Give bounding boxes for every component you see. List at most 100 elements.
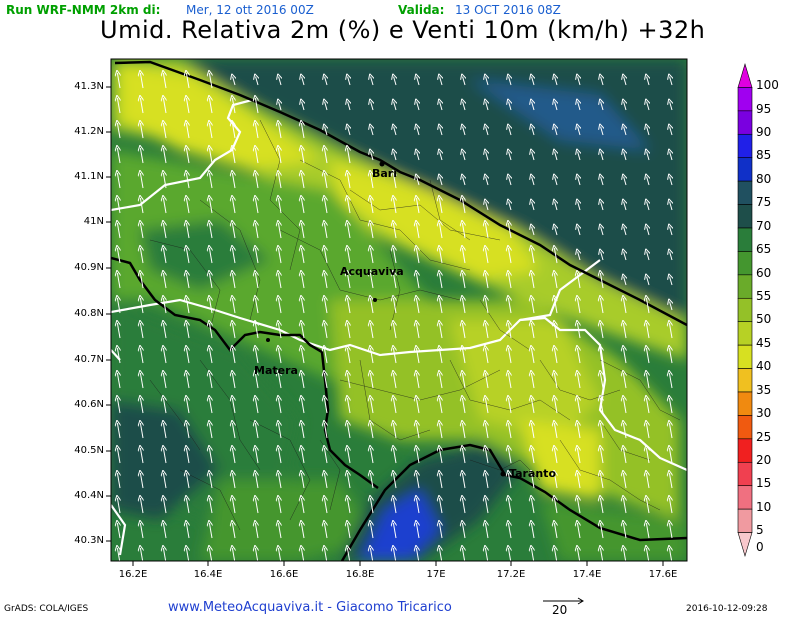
wind-arrow xyxy=(439,223,442,239)
city-label-matera: Matera xyxy=(254,364,298,377)
wind-arrow xyxy=(647,102,649,111)
lon-label: 16.2E xyxy=(118,569,148,580)
wind-arrow xyxy=(394,77,396,86)
wind-arrow xyxy=(485,448,488,464)
colorbar-level-label: 0 xyxy=(756,540,764,554)
wind-arrow xyxy=(623,323,626,339)
wind-arrow xyxy=(255,373,258,389)
wind-arrow xyxy=(508,423,511,439)
lat-label: 40.3N xyxy=(74,535,104,546)
wind-arrow xyxy=(140,398,143,414)
wind-arrow xyxy=(278,448,281,464)
wind-arrow xyxy=(255,148,258,164)
wind-arrow xyxy=(554,423,557,439)
wind-arrow xyxy=(600,298,603,314)
wind-arrow xyxy=(324,198,327,214)
wind-arrow xyxy=(531,348,534,364)
colorbar-swatch xyxy=(737,87,753,112)
wind-arrow xyxy=(370,423,373,439)
wind-arrow xyxy=(417,77,419,86)
wind-arrow xyxy=(600,423,603,439)
wind-arrow xyxy=(462,323,465,339)
wind-arrow xyxy=(416,298,419,314)
taranto-marker xyxy=(500,471,506,477)
wind-arrow xyxy=(554,248,557,264)
wind-arrow xyxy=(232,148,235,164)
wind-arrow xyxy=(554,523,557,539)
wind-arrow xyxy=(347,248,350,264)
wind-arrow xyxy=(278,123,281,139)
wind-arrow xyxy=(140,323,143,339)
wind-arrow xyxy=(324,473,327,489)
wind-arrow xyxy=(485,223,488,239)
wind-arrow xyxy=(601,177,603,186)
colorbar-swatch xyxy=(737,251,753,276)
wind-arrow xyxy=(416,398,419,414)
wind-arrow xyxy=(140,448,143,464)
site-credit-link[interactable]: www.MeteoAcquaviva.it - Giacomo Tricaric… xyxy=(168,600,452,615)
wind-arrow xyxy=(508,223,511,239)
wind-arrow xyxy=(278,523,281,539)
map-title: Umid. Relativa 2m (%) e Venti 10m (km/h)… xyxy=(100,16,706,44)
wind-arrow xyxy=(554,298,557,314)
wind-arrow xyxy=(256,77,258,86)
wind-arrow xyxy=(393,473,396,489)
wind-arrow xyxy=(232,273,235,289)
wind-arrow xyxy=(163,348,166,364)
valid-date: 13 OCT 2016 08Z xyxy=(455,3,561,17)
wind-arrow xyxy=(301,398,304,414)
wind-arrow xyxy=(463,77,465,86)
wind-arrow xyxy=(117,448,120,464)
wind-arrow xyxy=(555,102,557,111)
wind-arrow xyxy=(186,398,189,414)
wind-arrow xyxy=(163,198,166,214)
wind-arrow xyxy=(554,498,557,514)
wind-arrow xyxy=(393,498,396,514)
wind-arrow xyxy=(624,152,626,161)
wind-arrow xyxy=(163,398,166,414)
wind-arrow xyxy=(624,277,626,286)
wind-arrow xyxy=(578,177,580,186)
wind-arrow xyxy=(416,448,419,464)
wind-arrow xyxy=(140,73,143,89)
wind-arrow xyxy=(117,173,120,189)
wind-arrow xyxy=(623,498,626,514)
wind-arrow xyxy=(554,273,557,289)
wind-arrow xyxy=(462,423,465,439)
wind-arrow xyxy=(462,398,465,414)
wind-arrow xyxy=(186,298,189,314)
wind-arrow xyxy=(117,473,120,489)
wind-arrow xyxy=(554,473,557,489)
wind-arrow xyxy=(186,348,189,364)
city-markers xyxy=(266,161,506,477)
wind-arrow xyxy=(347,423,350,439)
wind-arrow xyxy=(186,373,189,389)
wind-arrow xyxy=(117,523,120,539)
wind-arrow xyxy=(140,98,143,114)
wind-arrow xyxy=(209,498,212,514)
wind-arrow xyxy=(301,148,304,164)
colorbar-swatch xyxy=(737,508,753,533)
wind-arrow xyxy=(209,298,212,314)
wind-arrow xyxy=(670,227,672,236)
wind-arrow xyxy=(186,523,189,539)
wind-arrow xyxy=(324,398,327,414)
colorbar-swatch xyxy=(737,438,753,463)
colorbar-swatch xyxy=(737,415,753,440)
wind-arrow xyxy=(140,223,143,239)
wind-arrow xyxy=(393,298,396,314)
wind-arrow xyxy=(670,277,672,286)
lon-label: 17E xyxy=(426,569,446,580)
run-label: Run WRF-NMM 2km di: xyxy=(6,3,161,17)
wind-arrow xyxy=(509,177,511,186)
wind-arrow xyxy=(301,223,304,239)
colorbar-level-label: 20 xyxy=(756,452,772,467)
wind-arrow xyxy=(578,152,580,161)
wind-arrow xyxy=(393,198,396,214)
colorbar-level-label: 25 xyxy=(756,429,772,444)
wind-arrow xyxy=(670,102,672,111)
wind-arrow xyxy=(370,298,373,314)
wind-arrow xyxy=(646,523,649,539)
wind-arrow xyxy=(416,273,419,289)
wind-arrow xyxy=(462,348,465,364)
